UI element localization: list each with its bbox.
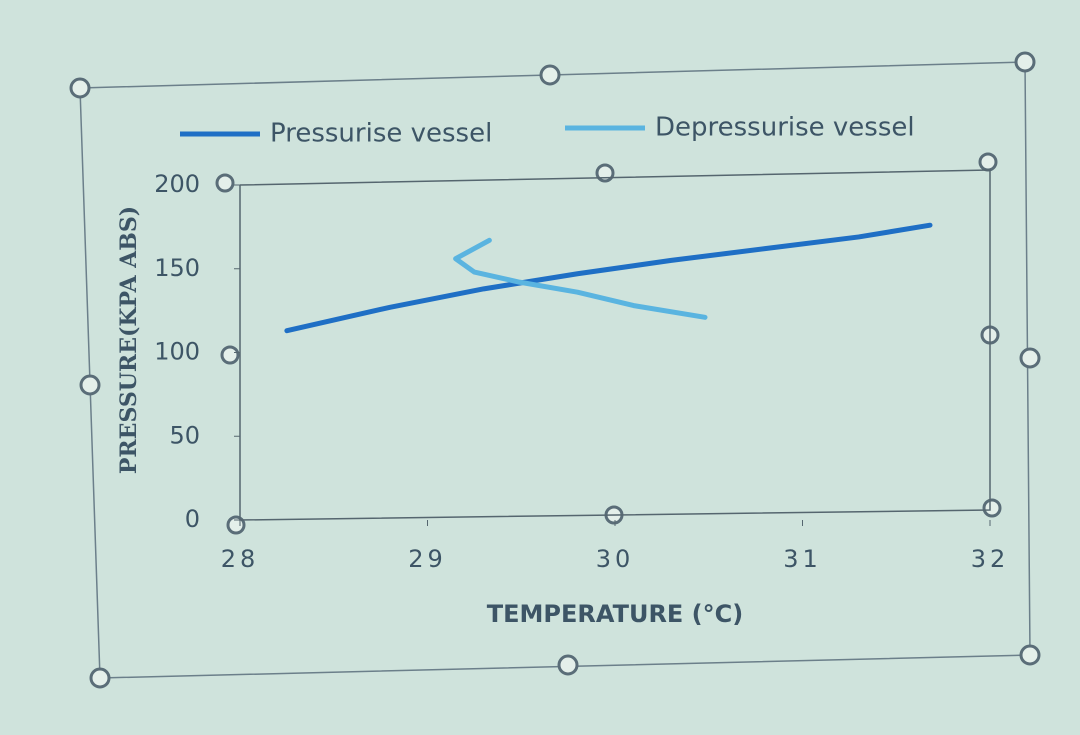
x-tick-label: 32 (971, 545, 1010, 573)
series-line (453, 237, 708, 320)
series-line (284, 222, 933, 334)
y-axis-title: PRESSURE(KPA ABS) (116, 206, 142, 474)
legend-label: Pressurise vessel (270, 119, 492, 149)
y-tick-label: 200 (154, 170, 200, 198)
y-tick-label: 150 (154, 254, 200, 282)
plot-frame (239, 169, 991, 521)
x-tick-label: 28 (221, 545, 260, 573)
y-tick-label: 0 (185, 505, 200, 533)
legend-label: Depressurise vessel (655, 113, 915, 143)
x-axis-title: TEMPERATURE (°C) (487, 600, 743, 628)
y-tick-label: 50 (169, 421, 200, 449)
x-tick-label: 29 (408, 545, 447, 573)
selection-handles (69, 51, 1041, 689)
x-tick-label: 31 (783, 545, 822, 573)
x-tick-label: 30 (596, 545, 635, 573)
y-tick-label: 100 (154, 338, 200, 366)
